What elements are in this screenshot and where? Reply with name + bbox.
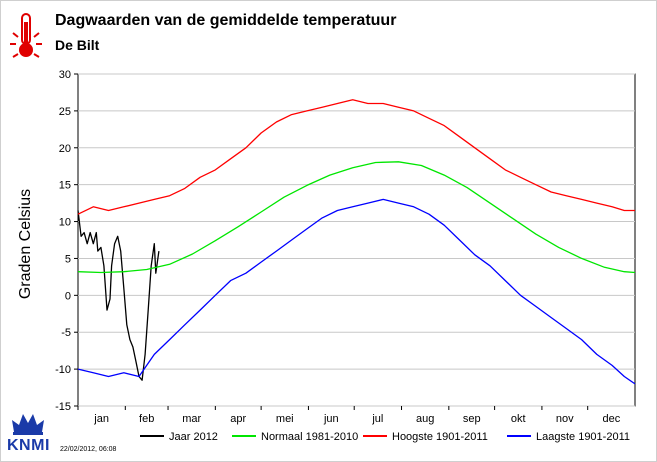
series-line (77, 210, 160, 381)
x-tick-label: okt (511, 413, 526, 425)
legend-label: Normaal 1981-2010 (261, 431, 358, 443)
knmi-logo-text: KNMI (7, 437, 50, 454)
x-tick-label: mei (276, 413, 294, 425)
page-title: Dagwaarden van de gemiddelde temperatuur (55, 12, 397, 29)
plot-area (77, 73, 636, 407)
y-tick-label: -15 (55, 401, 71, 413)
y-tick-label: 0 (65, 290, 71, 302)
x-tick-label: feb (139, 413, 154, 425)
y-tick-label: 25 (59, 106, 71, 118)
series-line (77, 161, 636, 274)
x-tick-label: apr (230, 413, 246, 425)
legend-label: Hoogste 1901-2011 (392, 431, 488, 443)
y-tick-label: 20 (59, 143, 71, 155)
thermometer-icon (6, 10, 46, 69)
crown-icon (6, 408, 50, 443)
x-tick-label: sep (463, 413, 481, 425)
y-tick-label: 30 (59, 69, 71, 81)
x-tick-label: nov (556, 413, 574, 425)
y-tick-label: 15 (59, 180, 71, 192)
x-tick-label: jan (93, 413, 109, 425)
page-subtitle: De Bilt (55, 37, 100, 53)
legend-label: Jaar 2012 (169, 431, 218, 443)
y-tick-label: -5 (61, 327, 71, 339)
x-tick-label: dec (602, 413, 620, 425)
footer-timestamp: 22/02/2012, 06:08 (60, 446, 117, 453)
x-tick-label: jun (323, 413, 339, 425)
series-line (77, 198, 636, 385)
x-tick-label: mar (182, 413, 201, 425)
x-tick-label: aug (416, 413, 434, 425)
y-tick-label: 5 (65, 253, 71, 265)
legend-label: Laagste 1901-2011 (536, 431, 630, 443)
y-tick-label: -10 (55, 364, 71, 376)
x-tick-label: jul (371, 413, 383, 425)
series-line (77, 99, 635, 215)
y-tick-label: 10 (59, 217, 71, 229)
